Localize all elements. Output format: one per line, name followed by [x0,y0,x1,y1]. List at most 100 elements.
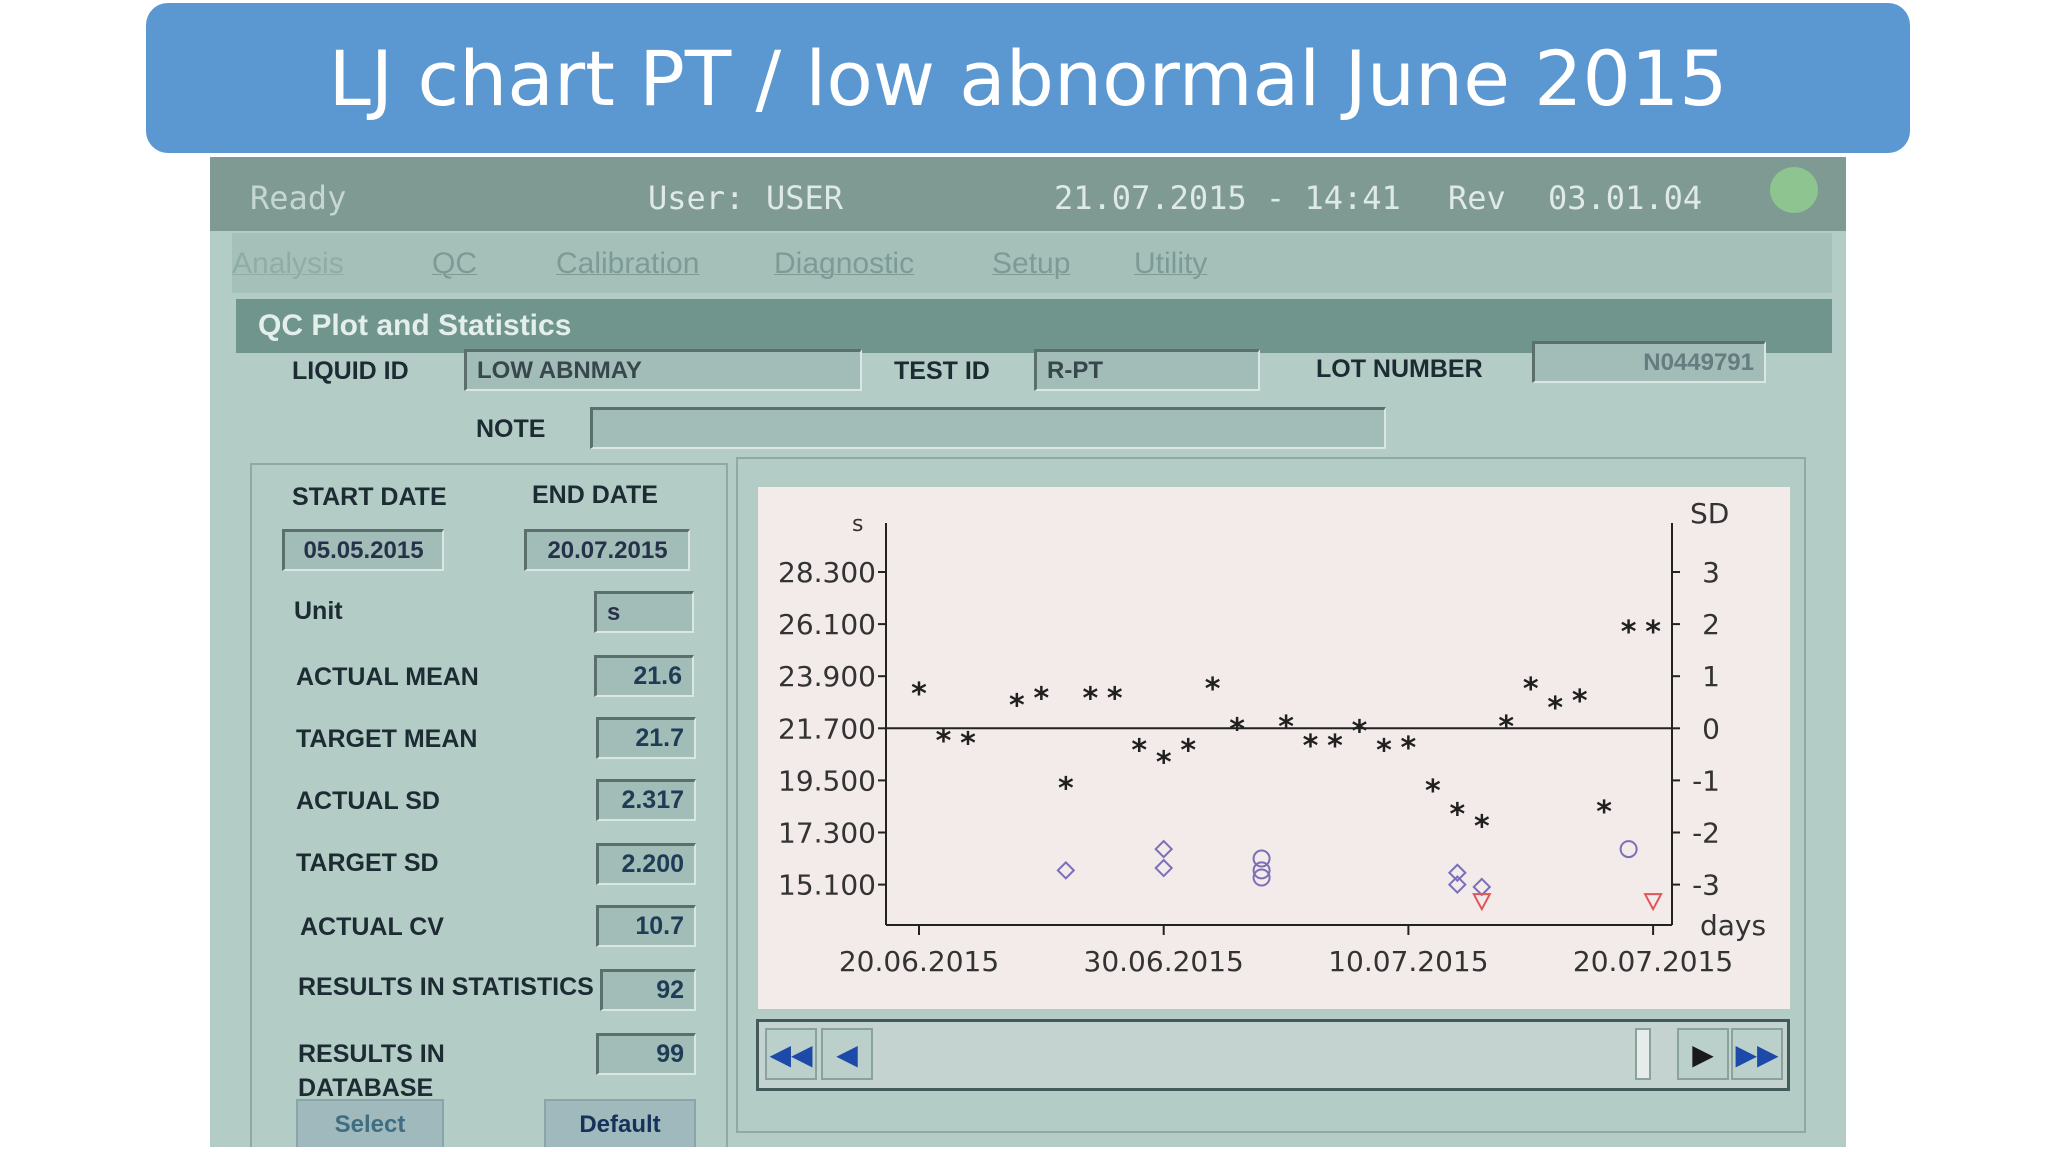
y-tick-label: 21.700 [778,712,876,745]
plot-navigation-bar: ◀◀ ◀ ▶ ▶▶ [756,1019,1790,1091]
previous-page-button[interactable]: ◀ [821,1028,873,1080]
data-point-star: * [1376,734,1392,769]
actual-mean-field: 21.6 [594,655,694,697]
status-bar: Ready User: USER 21.07.2015 - 14:41 Rev … [210,157,1846,231]
select-button[interactable]: Select [296,1099,444,1147]
menu-qc[interactable]: QC [432,247,477,280]
data-point-star: * [1278,710,1294,745]
menu-setup[interactable]: Setup [992,247,1071,280]
data-point-star: * [1352,715,1368,750]
results-statistics-label: RESULTS IN STATISTICS [298,973,594,1001]
menu-analysis[interactable]: Analysis [232,247,344,280]
default-button[interactable]: Default [544,1099,696,1147]
data-point-diamond [1154,858,1174,878]
data-point-star: * [1645,615,1661,650]
rev-label: Rev [1448,179,1506,217]
test-id-field[interactable]: R-PT [1034,349,1260,391]
test-id-label: TEST ID [894,357,990,385]
y2-tick-label: -3 [1692,869,1720,902]
data-point-circle [1619,840,1638,859]
target-mean-label: TARGET MEAN [296,725,478,753]
y2-tick-label: 1 [1702,660,1720,693]
data-point-diamond [1447,863,1467,883]
data-point-diamond [1472,877,1492,897]
note-field[interactable] [590,407,1386,449]
y2-axis-label: SD [1690,497,1729,530]
actual-sd-field: 2.317 [596,779,696,821]
start-date-label: START DATE [292,483,447,511]
unit-label: Unit [294,597,343,625]
data-point-star: * [936,724,952,759]
scroll-thumb[interactable] [1635,1028,1651,1080]
actual-sd-label: ACTUAL SD [296,787,440,815]
data-point-triangle [1643,893,1663,912]
user-label: User: [648,179,745,217]
chart-panel [736,457,1806,1133]
y-axis-label: s [852,512,863,537]
liquid-id-field[interactable]: LOW ABNMAY [464,349,862,391]
menu-bar: Analysis QC Calibration Diagnostic Setup… [232,233,1832,293]
unit-field[interactable]: s [594,591,694,633]
data-point-star: * [1621,615,1637,650]
results-database-field: 99 [596,1033,696,1075]
first-icon: ◀◀ [769,1038,813,1070]
last-icon: ▶▶ [1735,1038,1779,1070]
target-mean-field: 21.7 [596,717,696,759]
data-point-star: * [1303,729,1319,764]
y2-tick-label: -2 [1692,817,1720,850]
data-point-star: * [1425,774,1441,809]
next-page-button[interactable]: ▶ [1677,1028,1729,1080]
slide-title: LJ chart PT / low abnormal June 2015 [146,3,1910,153]
qc-plot: s SD days 28.300 26.100 23.900 21.700 19.500… [758,487,1790,1009]
menu-utility[interactable]: Utility [1134,247,1208,280]
data-point-star: * [1523,672,1539,707]
y-tick-label: 15.100 [778,869,876,902]
lj-chart: s SD days 28.300 26.100 23.900 21.700 19.500… [778,497,1766,978]
menu-diagnostic[interactable]: Diagnostic [774,247,915,280]
data-point-star: * [960,727,976,762]
first-page-button[interactable]: ◀◀ [765,1028,817,1080]
start-date-field[interactable]: 05.05.2015 [282,529,444,571]
y2-tick-label: 2 [1702,608,1720,641]
y-tick-label: 23.900 [778,660,876,693]
data-point-star: * [1131,734,1147,769]
data-point-star: * [1327,729,1343,764]
data-point-star: * [1596,795,1612,830]
x-tick-label: 10.07.2015 [1328,945,1488,978]
y-tick-label: 17.300 [778,817,876,850]
end-date-field[interactable]: 20.07.2015 [524,529,690,571]
results-statistics-field: 92 [600,969,696,1011]
rev-value: 03.01.04 [1548,179,1703,217]
data-point-star: * [1033,682,1049,717]
user-value: USER [766,179,844,217]
data-point-star: * [1498,710,1514,745]
data-point-star: * [1107,682,1123,717]
data-point-star: * [1058,772,1074,807]
y-tick-label: 26.100 [778,608,876,641]
y-tick-label: 28.300 [778,556,876,589]
lot-number-field[interactable]: N0449791 [1532,341,1766,383]
data-point-diamond [1447,875,1467,895]
data-point-star: * [911,677,927,712]
data-point-triangle [1472,893,1492,912]
data-point-circle [1252,861,1271,880]
x-tick-label: 30.06.2015 [1084,945,1244,978]
results-database-label: RESULTS IN DATABASE [298,1040,445,1102]
menu-calibration[interactable]: Calibration [556,247,700,280]
next-icon: ▶ [1692,1038,1714,1070]
x-axis-label: days [1700,909,1766,942]
liquid-id-label: LIQUID ID [292,357,409,385]
statistics-panel [250,463,728,1147]
data-point-circle [1252,849,1271,868]
target-sd-label: TARGET SD [296,849,439,877]
note-label: NOTE [476,415,546,443]
actual-cv-label: ACTUAL CV [300,913,444,941]
data-point-star: * [1156,745,1172,780]
data-point-star: * [1180,734,1196,769]
data-point-star: * [1547,691,1563,726]
data-point-star: * [1082,682,1098,717]
lot-number-label: LOT NUMBER [1316,355,1483,383]
last-page-button[interactable]: ▶▶ [1731,1028,1783,1080]
analyzer-screen: Ready User: USER 21.07.2015 - 14:41 Rev … [210,157,1846,1147]
actual-mean-label: ACTUAL MEAN [296,663,479,691]
